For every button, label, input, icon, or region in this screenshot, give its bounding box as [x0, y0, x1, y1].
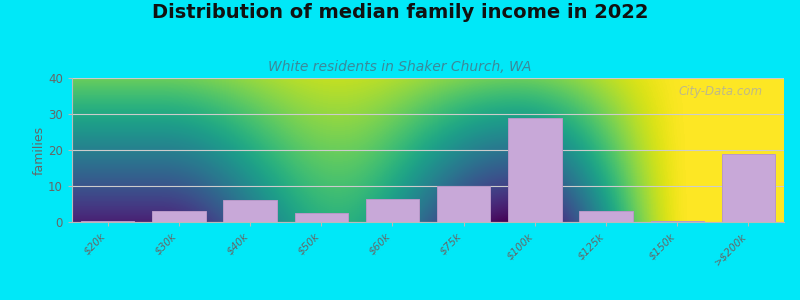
Text: City-Data.com: City-Data.com: [678, 85, 762, 98]
Bar: [294, 213, 348, 222]
Bar: [152, 211, 206, 222]
Y-axis label: families: families: [32, 125, 46, 175]
Bar: [579, 211, 633, 222]
Text: White residents in Shaker Church, WA: White residents in Shaker Church, WA: [268, 60, 532, 74]
Bar: [223, 200, 277, 222]
Bar: [722, 154, 775, 222]
Text: Distribution of median family income in 2022: Distribution of median family income in …: [152, 3, 648, 22]
Bar: [650, 221, 704, 222]
Bar: [437, 186, 490, 222]
Bar: [508, 118, 562, 222]
Bar: [366, 199, 419, 222]
Bar: [81, 221, 134, 222]
